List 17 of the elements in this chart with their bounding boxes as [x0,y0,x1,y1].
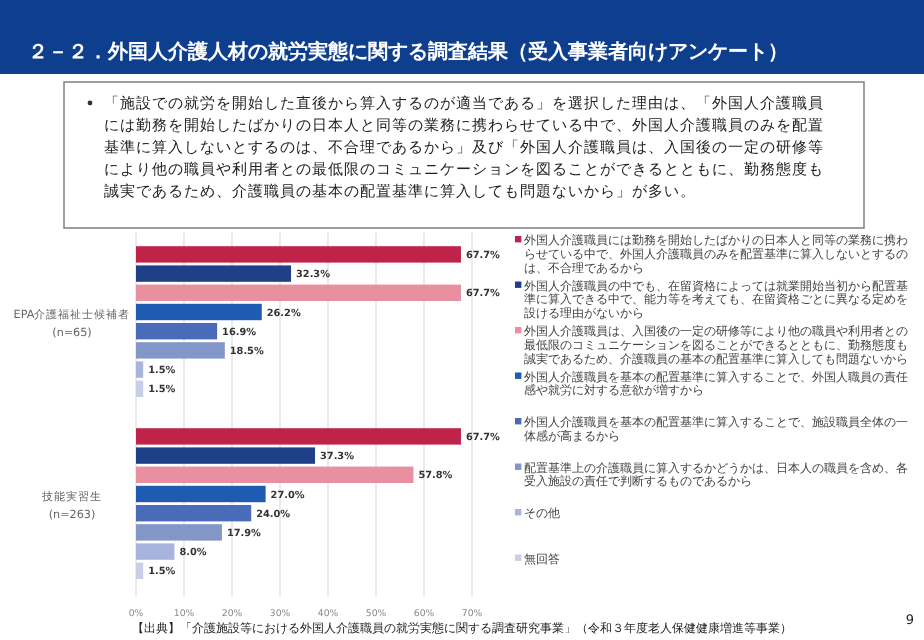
bar [136,485,266,503]
bar [136,543,175,560]
bar [136,361,144,378]
bar [136,342,225,359]
bar [136,447,316,464]
bar [136,284,461,301]
bar [136,562,144,579]
bar [136,246,461,263]
bar [136,265,292,282]
bar [136,466,414,483]
bar [136,524,222,541]
chart-title: ２－２．外国人介護人材の就労実態に関する調査結果（受入事業者向けアンケート） [28,40,788,64]
bar [136,303,262,321]
bar [136,380,144,397]
bar [136,428,461,445]
bar [136,323,218,340]
bar [136,505,252,522]
